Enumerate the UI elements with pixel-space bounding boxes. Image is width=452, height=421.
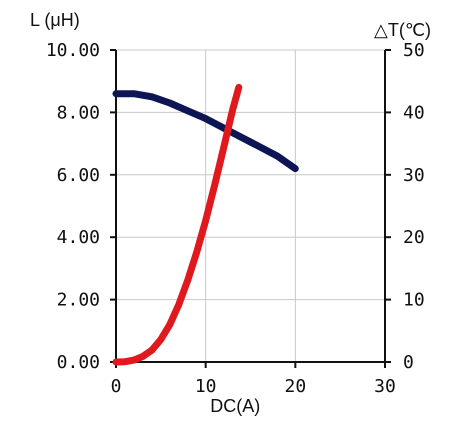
y-left-tick-label-4: 8.00 <box>57 102 100 123</box>
x-tick-label-1: 10 <box>195 376 217 397</box>
y-left-tick-label-1: 2.00 <box>57 290 100 311</box>
y-right-tick-label-1: 10 <box>403 290 425 311</box>
y-left-axis-title: L (μH) <box>30 10 80 30</box>
x-tick-label-2: 20 <box>284 376 306 397</box>
label-layer: 0.00 2.00 4.00 6.00 8.00 10.00 0 10 20 30 40 50 0 10 2… <box>30 10 431 416</box>
y-left-tick-label-5: 10.00 <box>46 40 100 61</box>
x-tick-label-3: 30 <box>374 376 396 397</box>
y-right-axis-title: △T(℃) <box>374 20 431 40</box>
y-right-tick-label-3: 30 <box>403 165 425 186</box>
y-left-tick-label-0: 0.00 <box>57 352 100 373</box>
series-line-1 <box>112 83 243 366</box>
y-right-tick-label-4: 40 <box>403 102 425 123</box>
series-layer <box>112 83 299 366</box>
y-right-tick-label-0: 0 <box>403 352 414 373</box>
y-right-tick-label-5: 50 <box>403 40 425 61</box>
y-left-tick-label-3: 6.00 <box>57 165 100 186</box>
series-line-0 <box>112 90 299 173</box>
y-left-tick-label-2: 4.00 <box>57 227 100 248</box>
x-tick-label-0: 0 <box>111 376 122 397</box>
x-axis-title: DC(A) <box>210 396 260 416</box>
axis-layer <box>110 49 391 368</box>
y-right-tick-label-2: 20 <box>403 227 425 248</box>
